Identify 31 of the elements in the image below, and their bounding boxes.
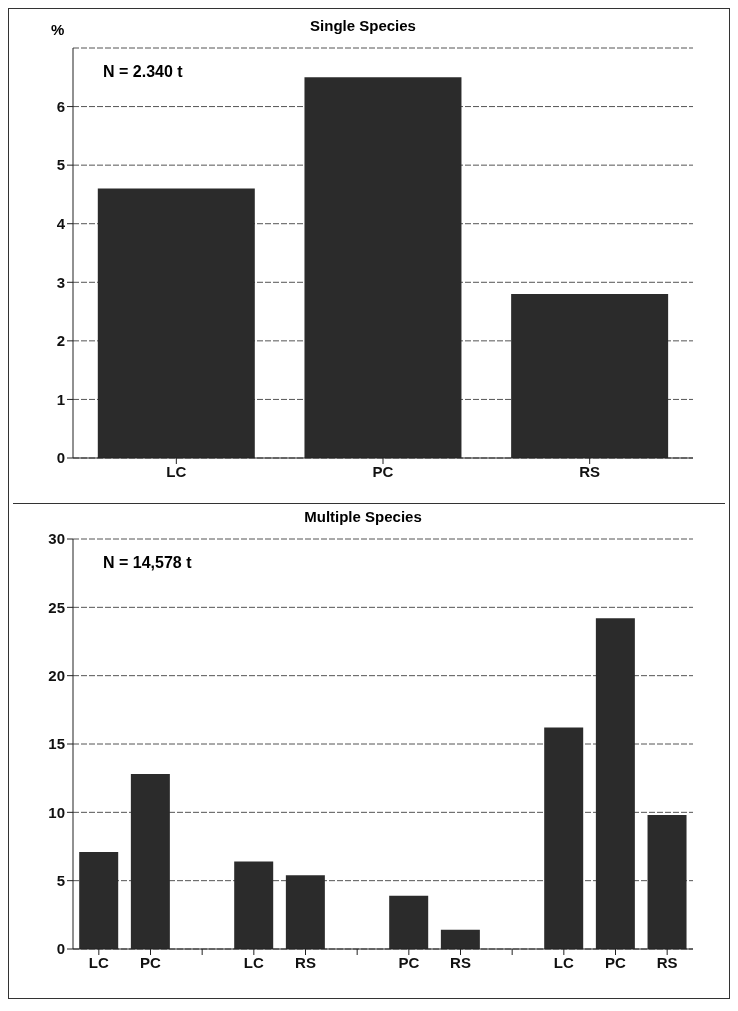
x-tick-label: RS <box>656 953 678 971</box>
y-axis-title: % <box>51 21 65 38</box>
y-tick-label: 0 <box>56 940 65 958</box>
x-tick-label: PC <box>140 953 162 971</box>
y-tick-label: 5 <box>56 156 65 174</box>
y-tick-label: 2 <box>56 332 65 350</box>
x-tick-label: LC <box>88 953 109 971</box>
x-tick-label: LC <box>243 953 264 971</box>
y-tick-label: 25 <box>48 598 65 616</box>
y-tick-label: 15 <box>48 735 65 753</box>
x-tick-label: PC <box>605 953 627 971</box>
y-tick-label: 5 <box>56 871 65 889</box>
chart-title: Multiple Species <box>303 508 423 525</box>
y-tick-label: 20 <box>48 666 65 684</box>
annotation: N = 2.340 t <box>103 63 183 81</box>
x-tick-label: PC <box>398 953 420 971</box>
y-tick-label: 10 <box>48 803 65 821</box>
x-tick-label: RS <box>295 953 316 971</box>
y-tick-label: 0 <box>56 449 65 467</box>
y-tick-label: 1 <box>56 390 65 408</box>
x-tick-label: LC <box>166 462 187 480</box>
x-tick-label: PC <box>372 462 394 480</box>
y-tick-label: 30 <box>48 530 65 548</box>
x-tick-label: RS <box>579 462 601 480</box>
chart-title: Single Species <box>310 17 416 34</box>
y-tick-label: 3 <box>56 273 65 291</box>
x-tick-label: LC <box>553 953 574 971</box>
x-tick-label: RS <box>450 953 471 971</box>
y-tick-label: 4 <box>56 215 66 233</box>
y-tick-label: 6 <box>56 97 65 115</box>
annotation: N = 14,578 t <box>103 554 192 572</box>
